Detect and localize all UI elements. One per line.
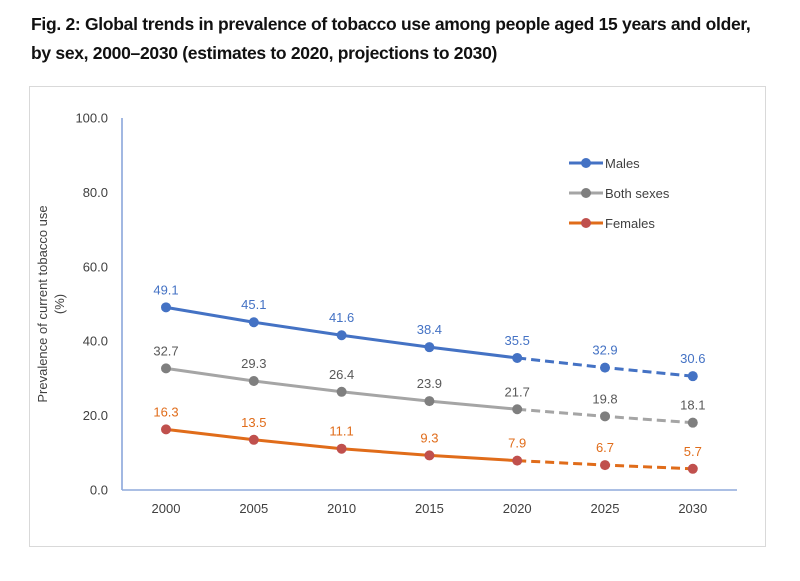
x-tick-label: 2025 xyxy=(591,501,620,516)
data-label-females: 7.9 xyxy=(508,436,526,451)
data-label-males: 45.1 xyxy=(241,297,266,312)
x-tick-label: 2015 xyxy=(415,501,444,516)
data-labels: 49.1 45.1 41.6 38.4 35.5 32.9 30.6 32.7 29.3 26.4… xyxy=(153,282,705,458)
y-tick-label: 80.0 xyxy=(83,185,108,200)
figure-title: Fig. 2: Global trends in prevalence of t… xyxy=(31,10,791,68)
marker-females xyxy=(161,424,171,435)
data-label-males: 32.9 xyxy=(592,343,617,358)
marker-males xyxy=(161,302,171,313)
x-axis-ticks: 2000 2005 2010 2015 2020 2025 2030 xyxy=(152,501,708,516)
chart-frame xyxy=(29,86,766,547)
legend-item-females: Females xyxy=(569,216,655,231)
data-label-males: 30.6 xyxy=(680,351,705,366)
y-axis-title-line: (%) xyxy=(52,294,67,314)
marker-males xyxy=(424,342,435,353)
y-tick-label: 100.0 xyxy=(75,111,108,126)
x-tick-label: 2010 xyxy=(327,501,356,516)
marker-males xyxy=(336,330,347,341)
data-label-females: 6.7 xyxy=(596,440,614,455)
data-label-both-sexes: 29.3 xyxy=(241,356,266,371)
marker-both-sexes xyxy=(512,404,523,415)
marker-females xyxy=(424,450,435,461)
y-tick-label: 0.0 xyxy=(90,483,108,498)
marker-both-sexes xyxy=(687,417,698,428)
legend-label-both-sexes: Both sexes xyxy=(605,186,670,201)
y-tick-label: 20.0 xyxy=(83,408,108,423)
data-label-both-sexes: 18.1 xyxy=(680,398,705,413)
data-label-females: 13.5 xyxy=(241,415,266,430)
marker-males xyxy=(600,362,610,373)
data-label-both-sexes: 19.8 xyxy=(592,391,617,406)
legend-item-both-sexes: Both sexes xyxy=(569,186,670,201)
y-axis-title: Prevalence of current tobacco use (%) xyxy=(35,205,67,402)
marker-both-sexes xyxy=(248,376,259,387)
series-markers xyxy=(161,302,698,474)
y-tick-label: 60.0 xyxy=(83,259,108,274)
data-label-females: 16.3 xyxy=(153,404,178,419)
legend-marker-males xyxy=(581,158,591,168)
x-tick-label: 2030 xyxy=(678,501,707,516)
marker-males xyxy=(512,352,523,363)
marker-both-sexes xyxy=(424,396,435,407)
legend-label-females: Females xyxy=(605,216,655,231)
marker-both-sexes xyxy=(161,363,171,374)
marker-females xyxy=(687,463,698,474)
x-tick-label: 2020 xyxy=(503,501,532,516)
marker-males xyxy=(248,317,259,328)
figure-title-line-1: Fig. 2: Global trends in prevalence of t… xyxy=(31,14,751,34)
data-label-females: 9.3 xyxy=(420,430,438,445)
data-label-males: 41.6 xyxy=(329,310,354,325)
data-label-both-sexes: 21.7 xyxy=(505,384,530,399)
x-tick-label: 2005 xyxy=(239,501,268,516)
data-label-males: 38.4 xyxy=(417,322,442,337)
data-label-both-sexes: 23.9 xyxy=(417,376,442,391)
marker-females xyxy=(248,434,259,445)
marker-females xyxy=(512,455,523,466)
legend: Males Both sexes Females xyxy=(569,156,670,231)
data-label-both-sexes: 32.7 xyxy=(153,343,178,358)
legend-marker-females xyxy=(581,218,591,228)
legend-marker-both-sexes xyxy=(581,188,591,198)
marker-both-sexes xyxy=(336,386,347,397)
data-label-females: 5.7 xyxy=(684,444,702,459)
y-axis-title-line: Prevalence of current tobacco use xyxy=(35,205,50,402)
axes xyxy=(121,118,737,491)
marker-males xyxy=(687,371,698,382)
legend-item-males: Males xyxy=(569,156,640,171)
x-tick-label: 2000 xyxy=(152,501,181,516)
marker-females xyxy=(336,443,347,454)
marker-females xyxy=(600,460,610,471)
y-tick-label: 40.0 xyxy=(83,334,108,349)
data-label-both-sexes: 26.4 xyxy=(329,367,354,382)
data-label-males: 49.1 xyxy=(153,282,178,297)
marker-both-sexes xyxy=(600,411,610,422)
data-label-males: 35.5 xyxy=(505,333,530,348)
y-axis-ticks: 0.0 20.0 40.0 60.0 80.0 100.0 xyxy=(75,111,108,498)
figure-title-line-2: by sex, 2000–2030 (estimates to 2020, pr… xyxy=(31,43,498,63)
data-label-females: 11.1 xyxy=(329,424,353,439)
legend-label-males: Males xyxy=(605,156,640,171)
